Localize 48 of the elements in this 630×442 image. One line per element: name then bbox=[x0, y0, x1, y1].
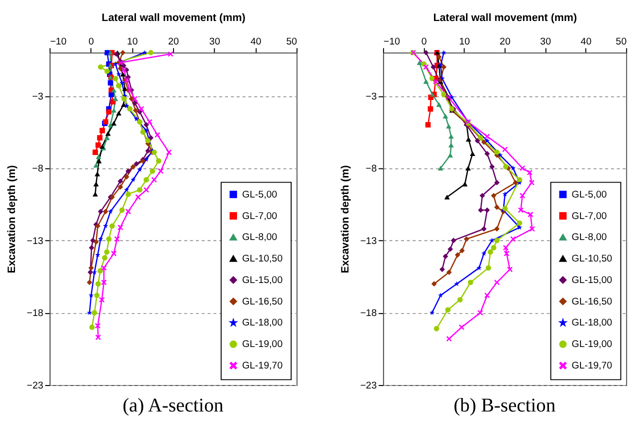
x-tick-label: −10 bbox=[50, 36, 68, 48]
x-axis-title: Lateral wall movement (mm) bbox=[433, 12, 578, 24]
y-axis-title: Excavation depth (m) bbox=[6, 164, 18, 274]
y-tick-label: −23 bbox=[360, 380, 377, 392]
y-tick-label: −8 bbox=[32, 164, 44, 175]
y-axis-title: Excavation depth (m) bbox=[340, 164, 352, 274]
legend-label: GL-7,00 bbox=[242, 210, 278, 222]
y-tick-label: −23 bbox=[26, 380, 44, 392]
legend-label: GL-18,00 bbox=[242, 318, 284, 329]
y-tick-label: −13 bbox=[26, 236, 44, 247]
legend-label: GL-5,00 bbox=[242, 189, 278, 200]
y-tick-label: −3 bbox=[32, 91, 44, 102]
x-tick-label: −10 bbox=[384, 36, 401, 48]
x-tick-label: 30 bbox=[540, 36, 552, 48]
x-axis-title: Lateral wall movement (mm) bbox=[102, 12, 246, 24]
x-tick-label: 40 bbox=[250, 36, 262, 48]
x-tick-label: 20 bbox=[168, 36, 180, 48]
text: (a) A-section bbox=[122, 395, 224, 416]
y-tick-label: −8 bbox=[366, 164, 377, 175]
legend-label: GL-8,00 bbox=[242, 232, 278, 244]
x-tick-label: 50 bbox=[286, 36, 298, 48]
x-tick-label: 50 bbox=[616, 36, 628, 48]
y-tick-label: −18 bbox=[26, 308, 44, 320]
x-tick-label: 10 bbox=[459, 36, 471, 48]
text: (b) B-section bbox=[454, 395, 556, 416]
legend-label: GL-15,00 bbox=[242, 274, 284, 286]
legend-label: GL-16,50 bbox=[572, 296, 613, 308]
y-tick-label: −18 bbox=[360, 308, 377, 320]
legend-label: GL-19,00 bbox=[572, 339, 613, 350]
legend-label: GL-7,00 bbox=[572, 210, 608, 222]
legend-label: GL-15,00 bbox=[572, 274, 613, 286]
legend-label: GL-10,50 bbox=[242, 254, 284, 265]
legend-label: GL-19,70 bbox=[242, 360, 284, 372]
y-tick-label: −3 bbox=[366, 91, 377, 102]
legend-label: GL-8,00 bbox=[572, 232, 608, 244]
legend-label: GL-16,50 bbox=[242, 296, 284, 308]
x-tick-label: 40 bbox=[580, 36, 592, 48]
y-tick-label: −13 bbox=[360, 236, 377, 247]
x-tick-label: 10 bbox=[126, 36, 138, 48]
x-tick-label: 20 bbox=[500, 36, 512, 48]
legend-label: GL-19,70 bbox=[572, 360, 613, 372]
x-tick-label: 30 bbox=[209, 36, 221, 48]
legend-label: GL-18,00 bbox=[572, 318, 613, 329]
legend-label: GL-5,00 bbox=[572, 189, 608, 200]
x-tick-label: 0 bbox=[421, 36, 428, 48]
legend-label: GL-19,00 bbox=[242, 339, 284, 350]
legend-label: GL-10,50 bbox=[572, 254, 613, 265]
x-tick-label: 0 bbox=[88, 36, 95, 48]
